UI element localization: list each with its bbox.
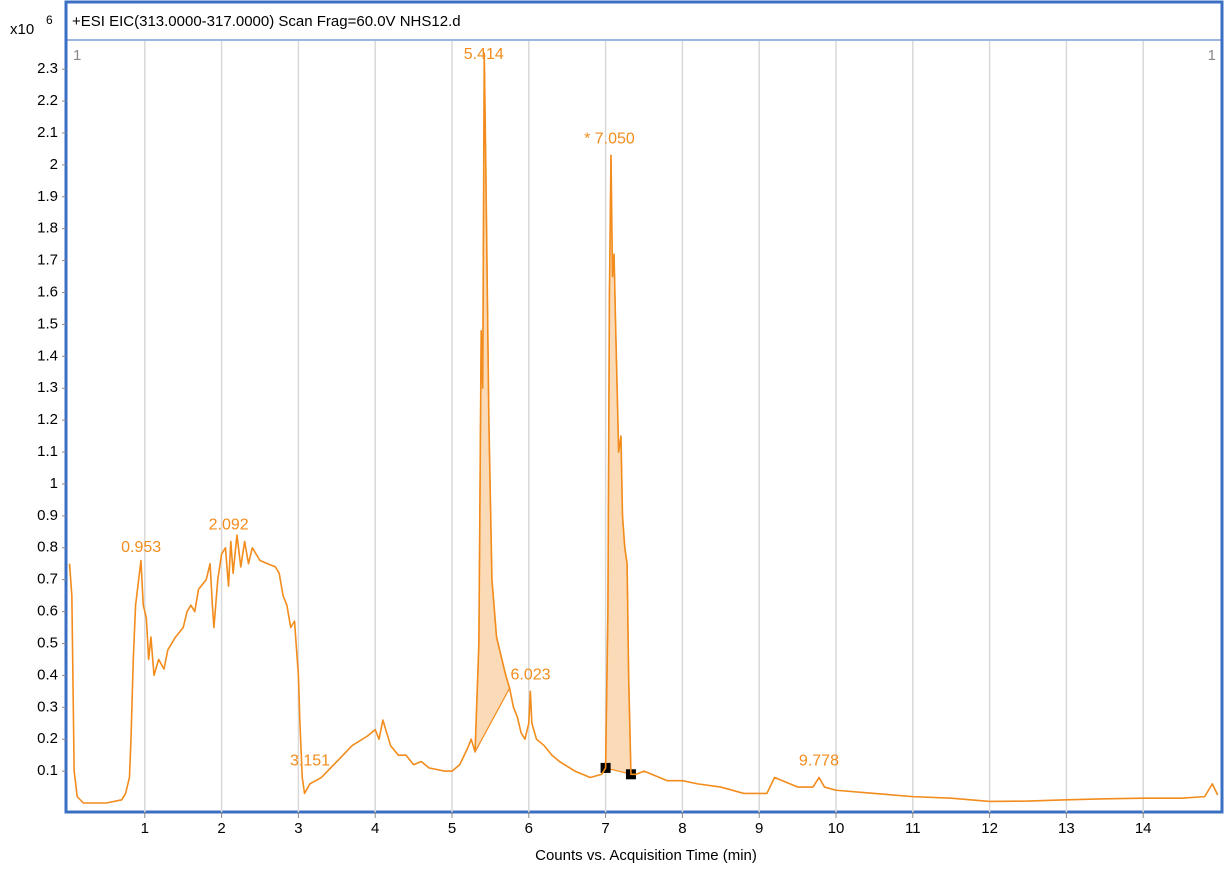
x-tick-label: 8	[678, 820, 686, 837]
corner-label: 1	[73, 47, 81, 64]
y-tick-label: 0.8	[37, 539, 58, 556]
peak-label: 9.778	[799, 753, 839, 770]
y-tick-label: 0.9	[37, 507, 58, 524]
y-tick-label: 1.5	[37, 315, 58, 332]
y-tick-label: 1.8	[37, 220, 58, 237]
y-multiplier-exponent: 6	[46, 13, 53, 27]
x-tick-label: 7	[601, 820, 609, 837]
y-tick-label: 1.6	[37, 283, 58, 300]
y-tick-label: 1.2	[37, 411, 58, 428]
y-tick-label: 1.1	[37, 443, 58, 460]
x-tick-label: 13	[1058, 820, 1075, 837]
x-tick-label: 2	[217, 820, 225, 837]
peak-label: * 7.050	[584, 131, 635, 148]
x-tick-label: 6	[525, 820, 533, 837]
chart-title: +ESI EIC(313.0000-317.0000) Scan Frag=60…	[72, 13, 461, 30]
x-tick-label: 9	[755, 820, 763, 837]
y-tick-label: 0.7	[37, 571, 58, 588]
peak-label: 5.414	[464, 46, 504, 63]
y-tick-label: 0.6	[37, 603, 58, 620]
x-tick-label: 4	[371, 820, 379, 837]
y-tick-label: 1.9	[37, 188, 58, 205]
peak-label: 0.953	[121, 539, 161, 556]
y-tick-label: 1	[50, 475, 58, 492]
peak-label: 2.092	[209, 517, 249, 534]
corner-label: 1	[1208, 47, 1216, 64]
x-tick-label: 11	[905, 820, 921, 837]
y-multiplier: x10	[10, 21, 34, 38]
y-tick-label: 0.1	[37, 762, 58, 779]
y-tick-label: 0.2	[37, 730, 58, 747]
y-tick-label: 0.3	[37, 698, 58, 715]
trace-line	[68, 52, 1219, 804]
x-tick-label: 1	[141, 820, 149, 837]
peak-label: 6.023	[511, 667, 551, 684]
y-tick-label: 2	[50, 156, 58, 173]
x-tick-label: 12	[981, 820, 998, 837]
y-tick-label: 0.4	[37, 666, 58, 683]
frame	[64, 0, 1224, 814]
x-tick-label: 14	[1135, 820, 1152, 837]
x-tick-label: 10	[828, 820, 845, 837]
grid	[144, 41, 1144, 812]
y-tick-label: 0.5	[37, 634, 58, 651]
y-tick-label: 1.4	[37, 347, 58, 364]
y-tick-label: 1.7	[37, 252, 58, 269]
y-tick-label: 2.1	[37, 124, 58, 141]
plot: 0.953 2.092 3.151 5.414 6.023 * 7.050 9.778	[68, 46, 1219, 804]
x-axis-title: Counts vs. Acquisition Time (min)	[535, 847, 757, 864]
x-tick-label: 5	[448, 820, 456, 837]
x-tick-label: 3	[294, 820, 302, 837]
y-tick-label: 2.3	[37, 60, 58, 77]
peak-label: 3.151	[290, 753, 330, 770]
y-tick-label: 2.2	[37, 92, 58, 109]
y-tick-label: 1.3	[37, 379, 58, 396]
